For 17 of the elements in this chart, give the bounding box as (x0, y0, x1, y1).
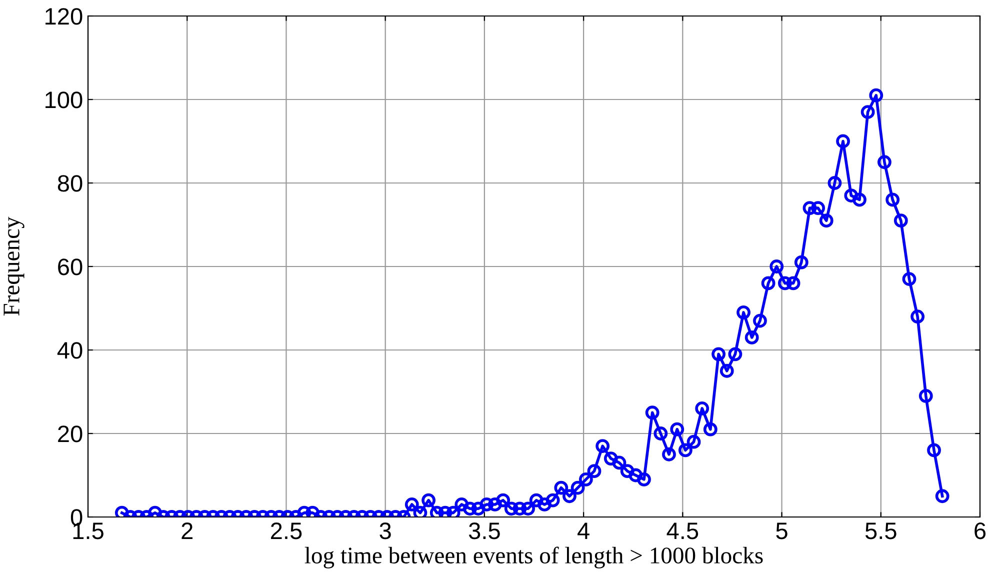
x-tick-label: 5.5 (865, 522, 896, 540)
x-tick-label: 3.5 (468, 522, 500, 540)
x-tick-label: 6 (974, 522, 986, 540)
x-axis-title: log time between events of length > 1000 blocks (304, 546, 763, 568)
x-tick-label: 2 (182, 522, 192, 539)
y-tick-label: 40 (57, 342, 82, 359)
x-tick-label: 4 (578, 522, 590, 539)
y-tick-label: 20 (58, 426, 82, 442)
y-axis-title: Frequency (4, 216, 24, 316)
y-tick-label: 80 (58, 175, 82, 192)
x-tick-label: 3 (380, 522, 391, 540)
y-tick-label: 60 (58, 258, 82, 276)
x-tick-label: 4.5 (666, 522, 698, 540)
y-tick-label: 100 (46, 92, 82, 108)
y-tick-label: 120 (46, 8, 82, 25)
x-tick-label: 5 (776, 522, 788, 540)
x-tick-label: 2.5 (271, 522, 302, 540)
